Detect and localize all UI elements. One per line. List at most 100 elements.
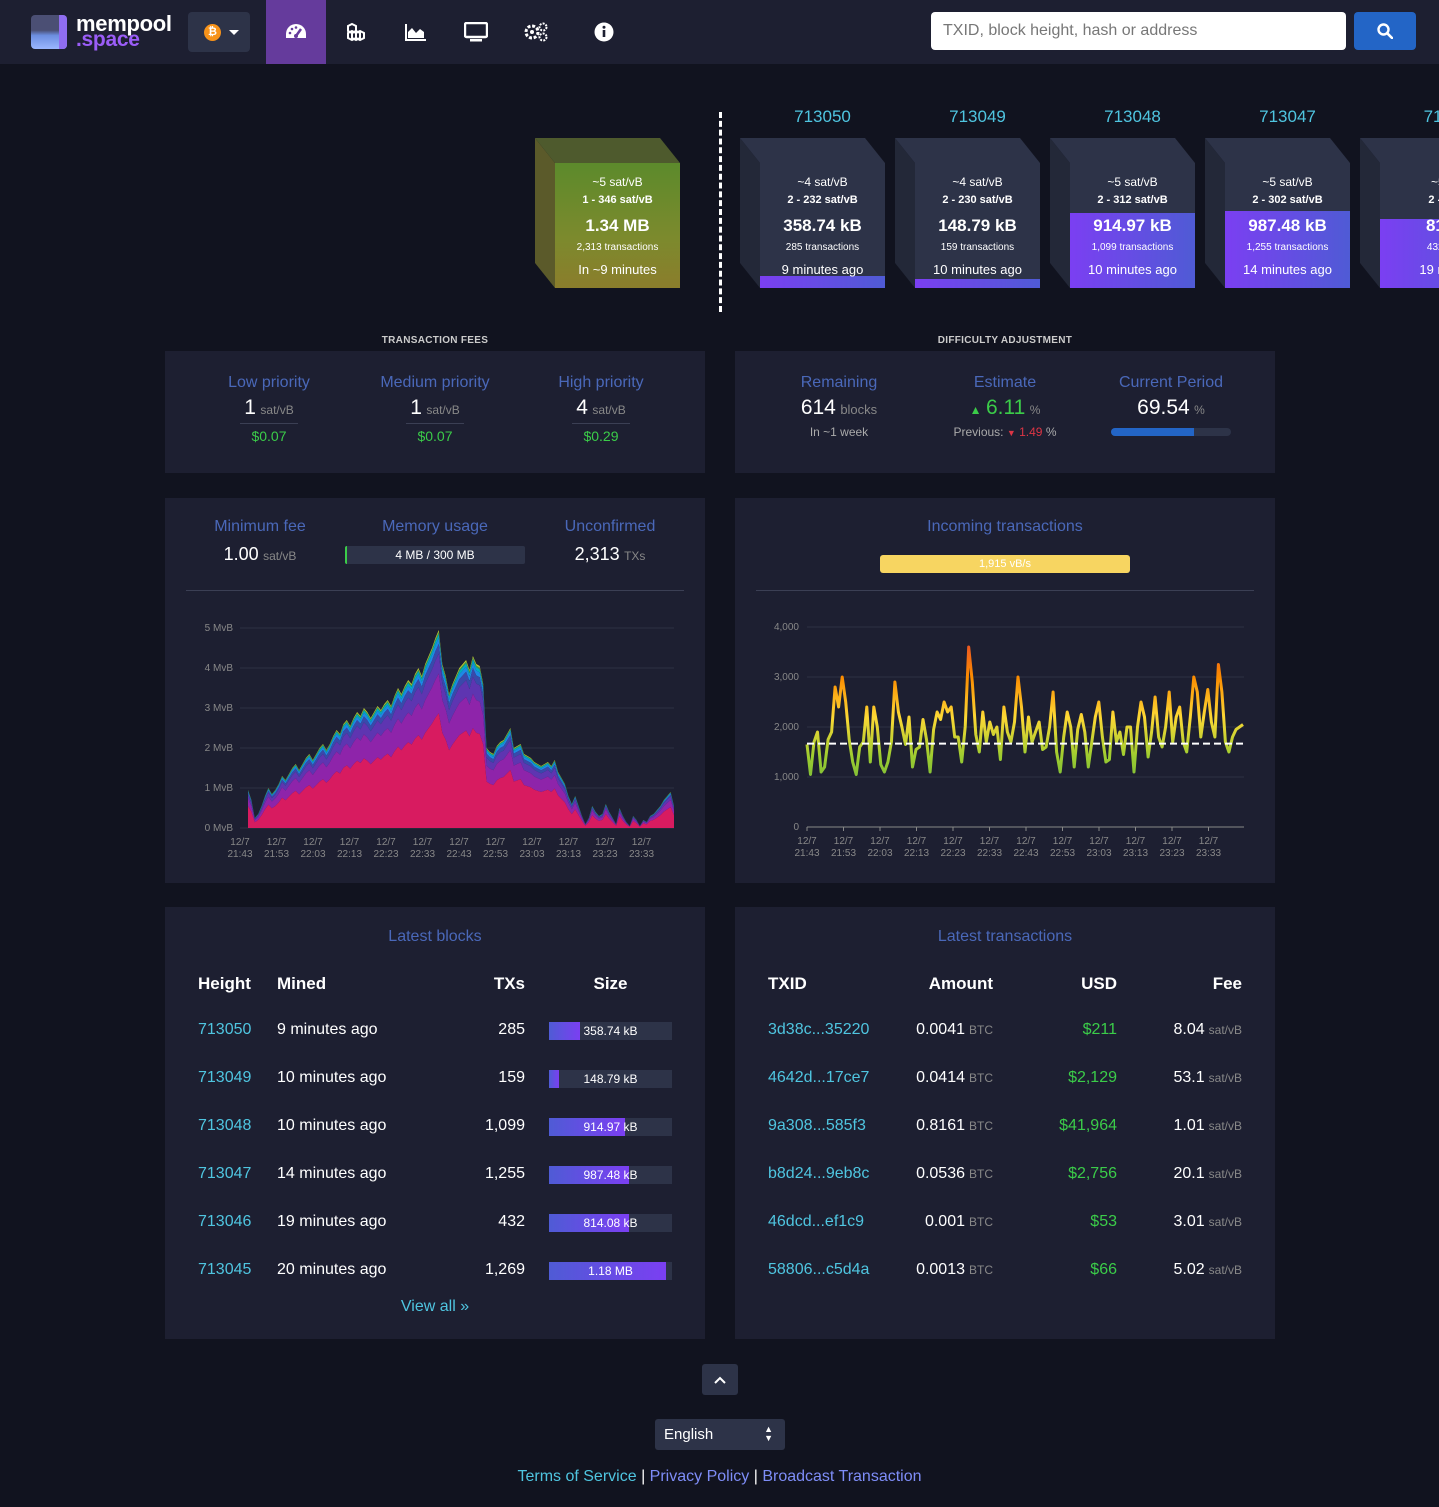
x-tick-date: 12/7: [1199, 836, 1219, 847]
fee-low-label: Low priority: [228, 374, 310, 391]
x-tick-time: 23:33: [629, 849, 654, 860]
x-tick-time: 23:13: [1123, 848, 1148, 859]
block[interactable]: ~4 sat/vB 2 - 232 sat/vB 358.74 kB 285 tran…: [740, 138, 885, 288]
x-tick-date: 12/7: [1016, 836, 1036, 847]
block-height-link[interactable]: 713049: [198, 1069, 252, 1086]
x-tick-time: 23:03: [519, 849, 544, 860]
txid-link[interactable]: 4642d...17ce7: [768, 1069, 870, 1086]
block-tx-count: 1,099 transactions: [1091, 242, 1174, 253]
block-mined-time: 20 minutes ago: [277, 1261, 387, 1278]
broadcast-link[interactable]: Broadcast Transaction: [762, 1468, 922, 1485]
chart-area-icon: [405, 24, 426, 41]
block-time: 10 minutes ago: [933, 262, 1022, 277]
search-input[interactable]: [931, 12, 1346, 50]
area-series: [248, 713, 674, 828]
logo-icon: [31, 15, 67, 49]
nav-blocks[interactable]: [326, 0, 386, 64]
txid-link[interactable]: 46dcd...ef1c9: [768, 1213, 865, 1230]
tx-fee: 3.01 sat/vB: [1135, 1213, 1243, 1231]
tx-amount-unit: BTC: [969, 1119, 993, 1133]
x-tick-date: 12/7: [413, 837, 433, 848]
incoming-tx-chart[interactable]: 01,0002,0003,0004,00012/721:4312/721:531…: [735, 498, 1275, 883]
y-tick-label: 5 MvB: [205, 623, 234, 634]
fee-medium-fiat: $0.07: [417, 428, 453, 444]
current-period-value: 69.54: [1137, 396, 1190, 419]
nav-api[interactable]: [506, 0, 566, 64]
min-fee-unit: sat/vB: [263, 549, 297, 563]
y-tick-label: 0 MvB: [205, 823, 234, 834]
txid-link[interactable]: 3d38c...35220: [768, 1021, 870, 1038]
terms-link[interactable]: Terms of Service: [517, 1468, 637, 1485]
fee-low-fiat: $0.07: [251, 428, 287, 444]
block[interactable]: ~5 sat/vB 2 - 312 sat/vB 914.97 kB 1,099 tr…: [1050, 138, 1195, 288]
mempool-logo[interactable]: mempool .space: [31, 11, 181, 53]
block-height-link[interactable]: 713048: [1104, 107, 1161, 126]
remaining-value: 614: [800, 396, 836, 419]
block-height-link[interactable]: 713048: [198, 1117, 252, 1134]
block-height-link[interactable]: 713046: [198, 1213, 252, 1230]
block-fee-range: 2 - 230 sat/vB: [942, 194, 1013, 206]
col-height: Height: [198, 974, 251, 993]
block[interactable]: ~4 sat/vB 2 - 230 sat/vB 148.79 kB 159 tran…: [895, 138, 1040, 288]
block-tx-count: 159 transactions: [940, 242, 1015, 253]
language-selected: English: [664, 1426, 714, 1443]
privacy-link[interactable]: Privacy Policy: [649, 1468, 750, 1485]
txid-link[interactable]: 9a308...585f3: [768, 1117, 866, 1134]
block-height-link[interactable]: 713050: [198, 1021, 252, 1038]
bitcoin-icon: ₿: [204, 24, 221, 41]
x-tick-date: 12/7: [907, 836, 927, 847]
block-height-link[interactable]: 7130: [1423, 107, 1439, 126]
tx-fee-unit: sat/vB: [1208, 1119, 1242, 1133]
estimate-value: 6.11: [985, 396, 1026, 419]
tx-fee: 20.1 sat/vB: [1135, 1165, 1243, 1183]
block-size-fill: [549, 1022, 580, 1040]
block-mined-time: 10 minutes ago: [277, 1117, 387, 1134]
tx-amount-value: 0.0414: [916, 1069, 965, 1086]
tx-amount-value: 0.001: [924, 1213, 965, 1230]
block-size-value: 814.08 kB: [583, 1216, 638, 1230]
block-height-link[interactable]: 713050: [794, 107, 851, 126]
nav-graphs[interactable]: [386, 0, 446, 64]
language-select[interactable]: English ▲ ▼: [655, 1419, 785, 1450]
x-tick-time: 23:03: [1086, 848, 1111, 859]
txid-link[interactable]: b8d24...9eb8c: [768, 1165, 870, 1182]
network-selector[interactable]: ₿: [188, 12, 250, 52]
block-time: 9 minutes ago: [781, 262, 864, 277]
fee-medium-label: Medium priority: [380, 374, 490, 391]
x-tick-time: 22:03: [867, 848, 892, 859]
tx-usd: $41,964: [1059, 1117, 1117, 1134]
block-height-link[interactable]: 713045: [198, 1261, 252, 1278]
blocks-icon: [347, 22, 365, 42]
block[interactable]: ~5 sat/vB 2 - 302 sat/vB 987.48 kB 1,255 tr…: [1205, 138, 1350, 288]
scroll-top-button[interactable]: [702, 1364, 738, 1395]
x-tick-date: 12/7: [632, 837, 652, 848]
nav-dashboard[interactable]: [266, 0, 326, 64]
logo-text-top: mempool: [76, 11, 172, 36]
tx-amount-value: 0.0041: [916, 1021, 965, 1038]
fee-low-value: 1: [244, 396, 256, 419]
latest-transactions-header: Latest transactions: [735, 928, 1275, 946]
block-size-fill: [549, 1214, 629, 1232]
col-txid: TXID: [768, 974, 807, 993]
tx-fee-unit: sat/vB: [1208, 1071, 1242, 1085]
tx-amount-unit: BTC: [969, 1215, 993, 1229]
tx-amount-value: 0.8161: [916, 1117, 965, 1134]
mempool-block[interactable]: ~5 sat/vB 1 - 346 sat/vB 1.34 MB 2,313 t…: [535, 138, 680, 288]
block-height-link[interactable]: 713047: [1259, 107, 1316, 126]
search-button[interactable]: [1354, 12, 1416, 50]
txid-link[interactable]: 58806...c5d4a: [768, 1261, 870, 1278]
view-all-link[interactable]: View all »: [400, 1298, 470, 1315]
tx-fee: 1.01 sat/vB: [1135, 1117, 1243, 1135]
x-tick-time: 22:33: [977, 848, 1002, 859]
block-height-link[interactable]: 713049: [949, 107, 1006, 126]
block[interactable]: ~5 s 2 - 25 814. 432 tra 19 minu: [1360, 138, 1439, 288]
nav-tv[interactable]: [446, 0, 506, 64]
unconfirmed-value: 2,313: [574, 544, 620, 564]
nav-about[interactable]: [574, 0, 634, 64]
block-height-link[interactable]: 713047: [198, 1165, 252, 1182]
fee-high: High priority 4 sat/vB $0.29: [507, 374, 695, 444]
y-tick-label: 4,000: [774, 622, 799, 633]
area-series: [248, 637, 674, 827]
tx-fee: 5.02 sat/vB: [1135, 1261, 1243, 1279]
